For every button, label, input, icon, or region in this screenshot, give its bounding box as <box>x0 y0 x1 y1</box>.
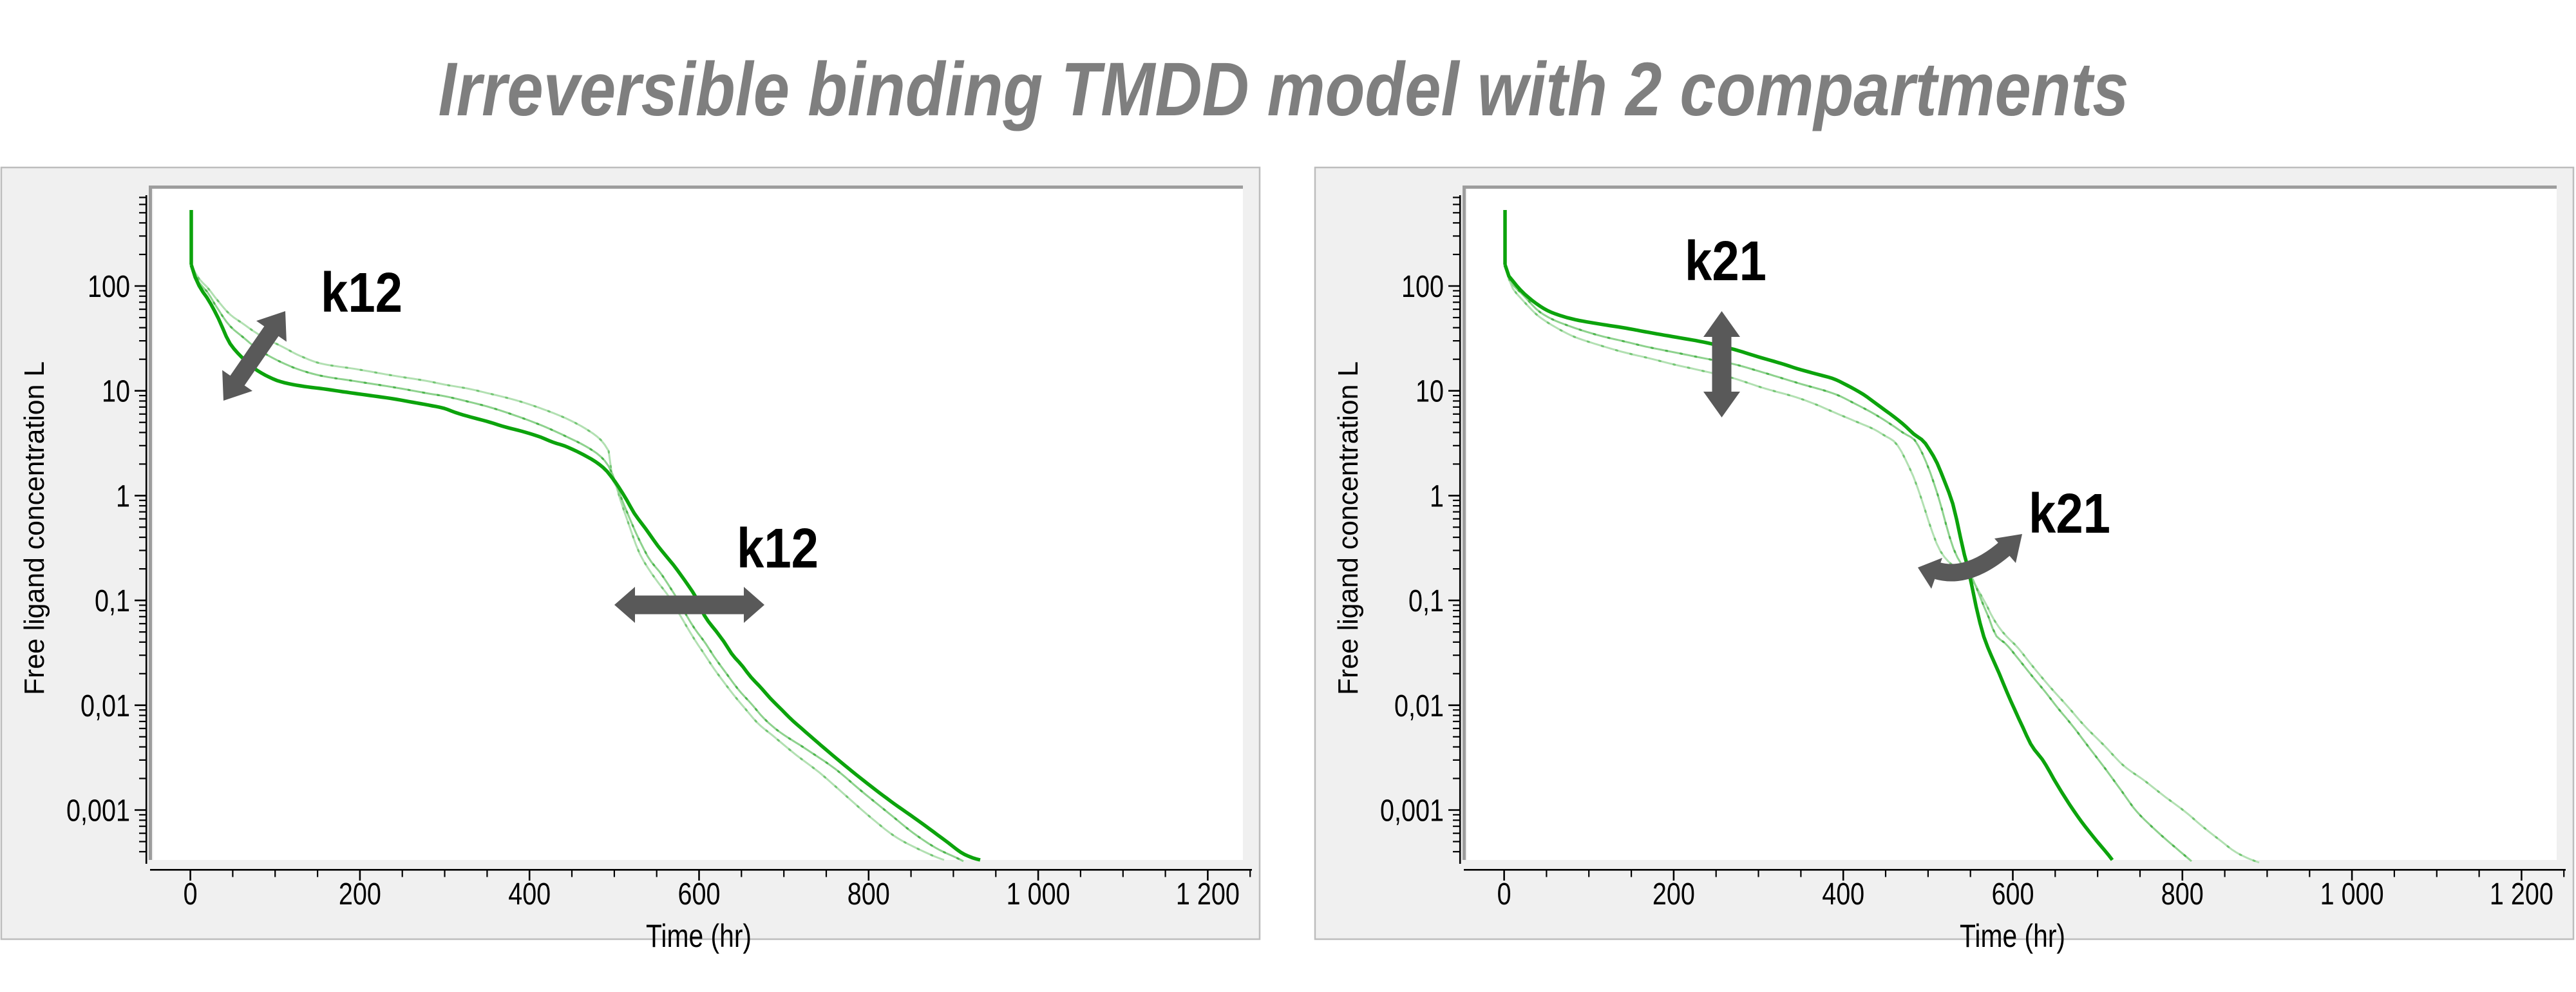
svg-text:k12: k12 <box>737 517 819 580</box>
svg-text:Free ligand concentration L: Free ligand concentration L <box>1332 361 1364 695</box>
svg-text:0: 0 <box>1497 877 1511 911</box>
svg-text:1: 1 <box>116 479 130 513</box>
svg-text:0: 0 <box>184 877 198 911</box>
svg-text:0,01: 0,01 <box>1394 689 1444 723</box>
svg-text:1 000: 1 000 <box>2320 877 2384 911</box>
svg-text:400: 400 <box>508 877 551 911</box>
svg-text:100: 100 <box>88 270 130 304</box>
svg-text:Irreversible binding TMDD mode: Irreversible binding TMDD model with 2 c… <box>439 47 2129 132</box>
svg-text:0,001: 0,001 <box>1380 794 1444 828</box>
svg-text:200: 200 <box>339 877 381 911</box>
svg-text:k21: k21 <box>1685 230 1766 292</box>
svg-text:400: 400 <box>1822 877 1864 911</box>
svg-text:Time (hr): Time (hr) <box>1960 918 2065 954</box>
svg-text:Time (hr): Time (hr) <box>646 918 752 954</box>
svg-text:Free ligand concentration L: Free ligand concentration L <box>19 361 50 695</box>
svg-text:0,001: 0,001 <box>66 794 130 828</box>
svg-text:10: 10 <box>102 375 130 409</box>
svg-text:600: 600 <box>678 877 721 911</box>
svg-text:600: 600 <box>1992 877 2034 911</box>
svg-text:1 200: 1 200 <box>2490 877 2553 911</box>
svg-text:k12: k12 <box>321 262 402 324</box>
svg-text:1 200: 1 200 <box>1176 877 1240 911</box>
svg-text:0,01: 0,01 <box>80 689 130 723</box>
svg-text:10: 10 <box>1416 375 1444 409</box>
svg-text:800: 800 <box>2161 877 2204 911</box>
svg-text:800: 800 <box>848 877 890 911</box>
svg-text:1: 1 <box>1430 479 1444 513</box>
svg-text:100: 100 <box>1401 270 1444 304</box>
svg-text:k21: k21 <box>2029 482 2110 545</box>
svg-text:0,1: 0,1 <box>1408 584 1444 618</box>
svg-text:1 000: 1 000 <box>1007 877 1070 911</box>
svg-text:0,1: 0,1 <box>95 584 130 618</box>
svg-text:200: 200 <box>1653 877 1695 911</box>
